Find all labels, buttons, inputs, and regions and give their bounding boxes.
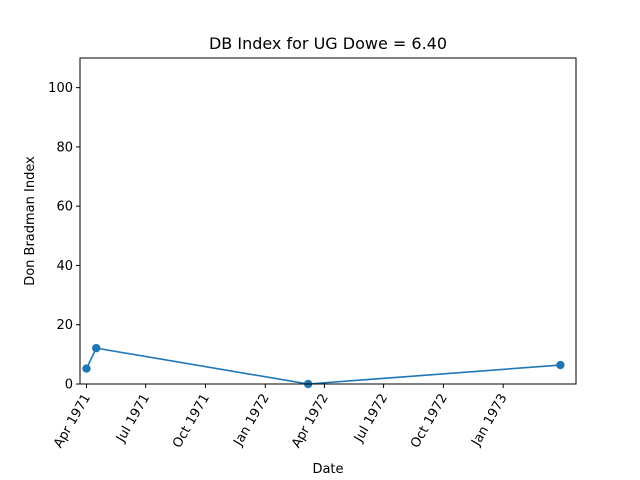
y-tick-label: 80 bbox=[56, 140, 73, 155]
y-axis-ticks: 0 20 40 60 80 100 bbox=[48, 81, 80, 393]
chart-title: DB Index for UG Dowe = 6.40 bbox=[209, 34, 447, 53]
plot-area bbox=[80, 58, 576, 384]
y-axis-label: Don Bradman Index bbox=[23, 156, 38, 286]
series-layer bbox=[82, 343, 565, 389]
data-point bbox=[82, 364, 91, 373]
plot-frame bbox=[79, 57, 577, 385]
x-axis-label: Date bbox=[312, 462, 343, 477]
y-tick-label: 100 bbox=[48, 81, 73, 96]
y-tick-label: 60 bbox=[56, 200, 73, 215]
data-point bbox=[92, 343, 101, 353]
y-tick-label: 40 bbox=[56, 259, 73, 274]
y-tick-label: 0 bbox=[65, 378, 73, 393]
series-line bbox=[85, 347, 561, 385]
y-tick-label: 20 bbox=[56, 318, 73, 333]
data-point bbox=[556, 360, 565, 370]
